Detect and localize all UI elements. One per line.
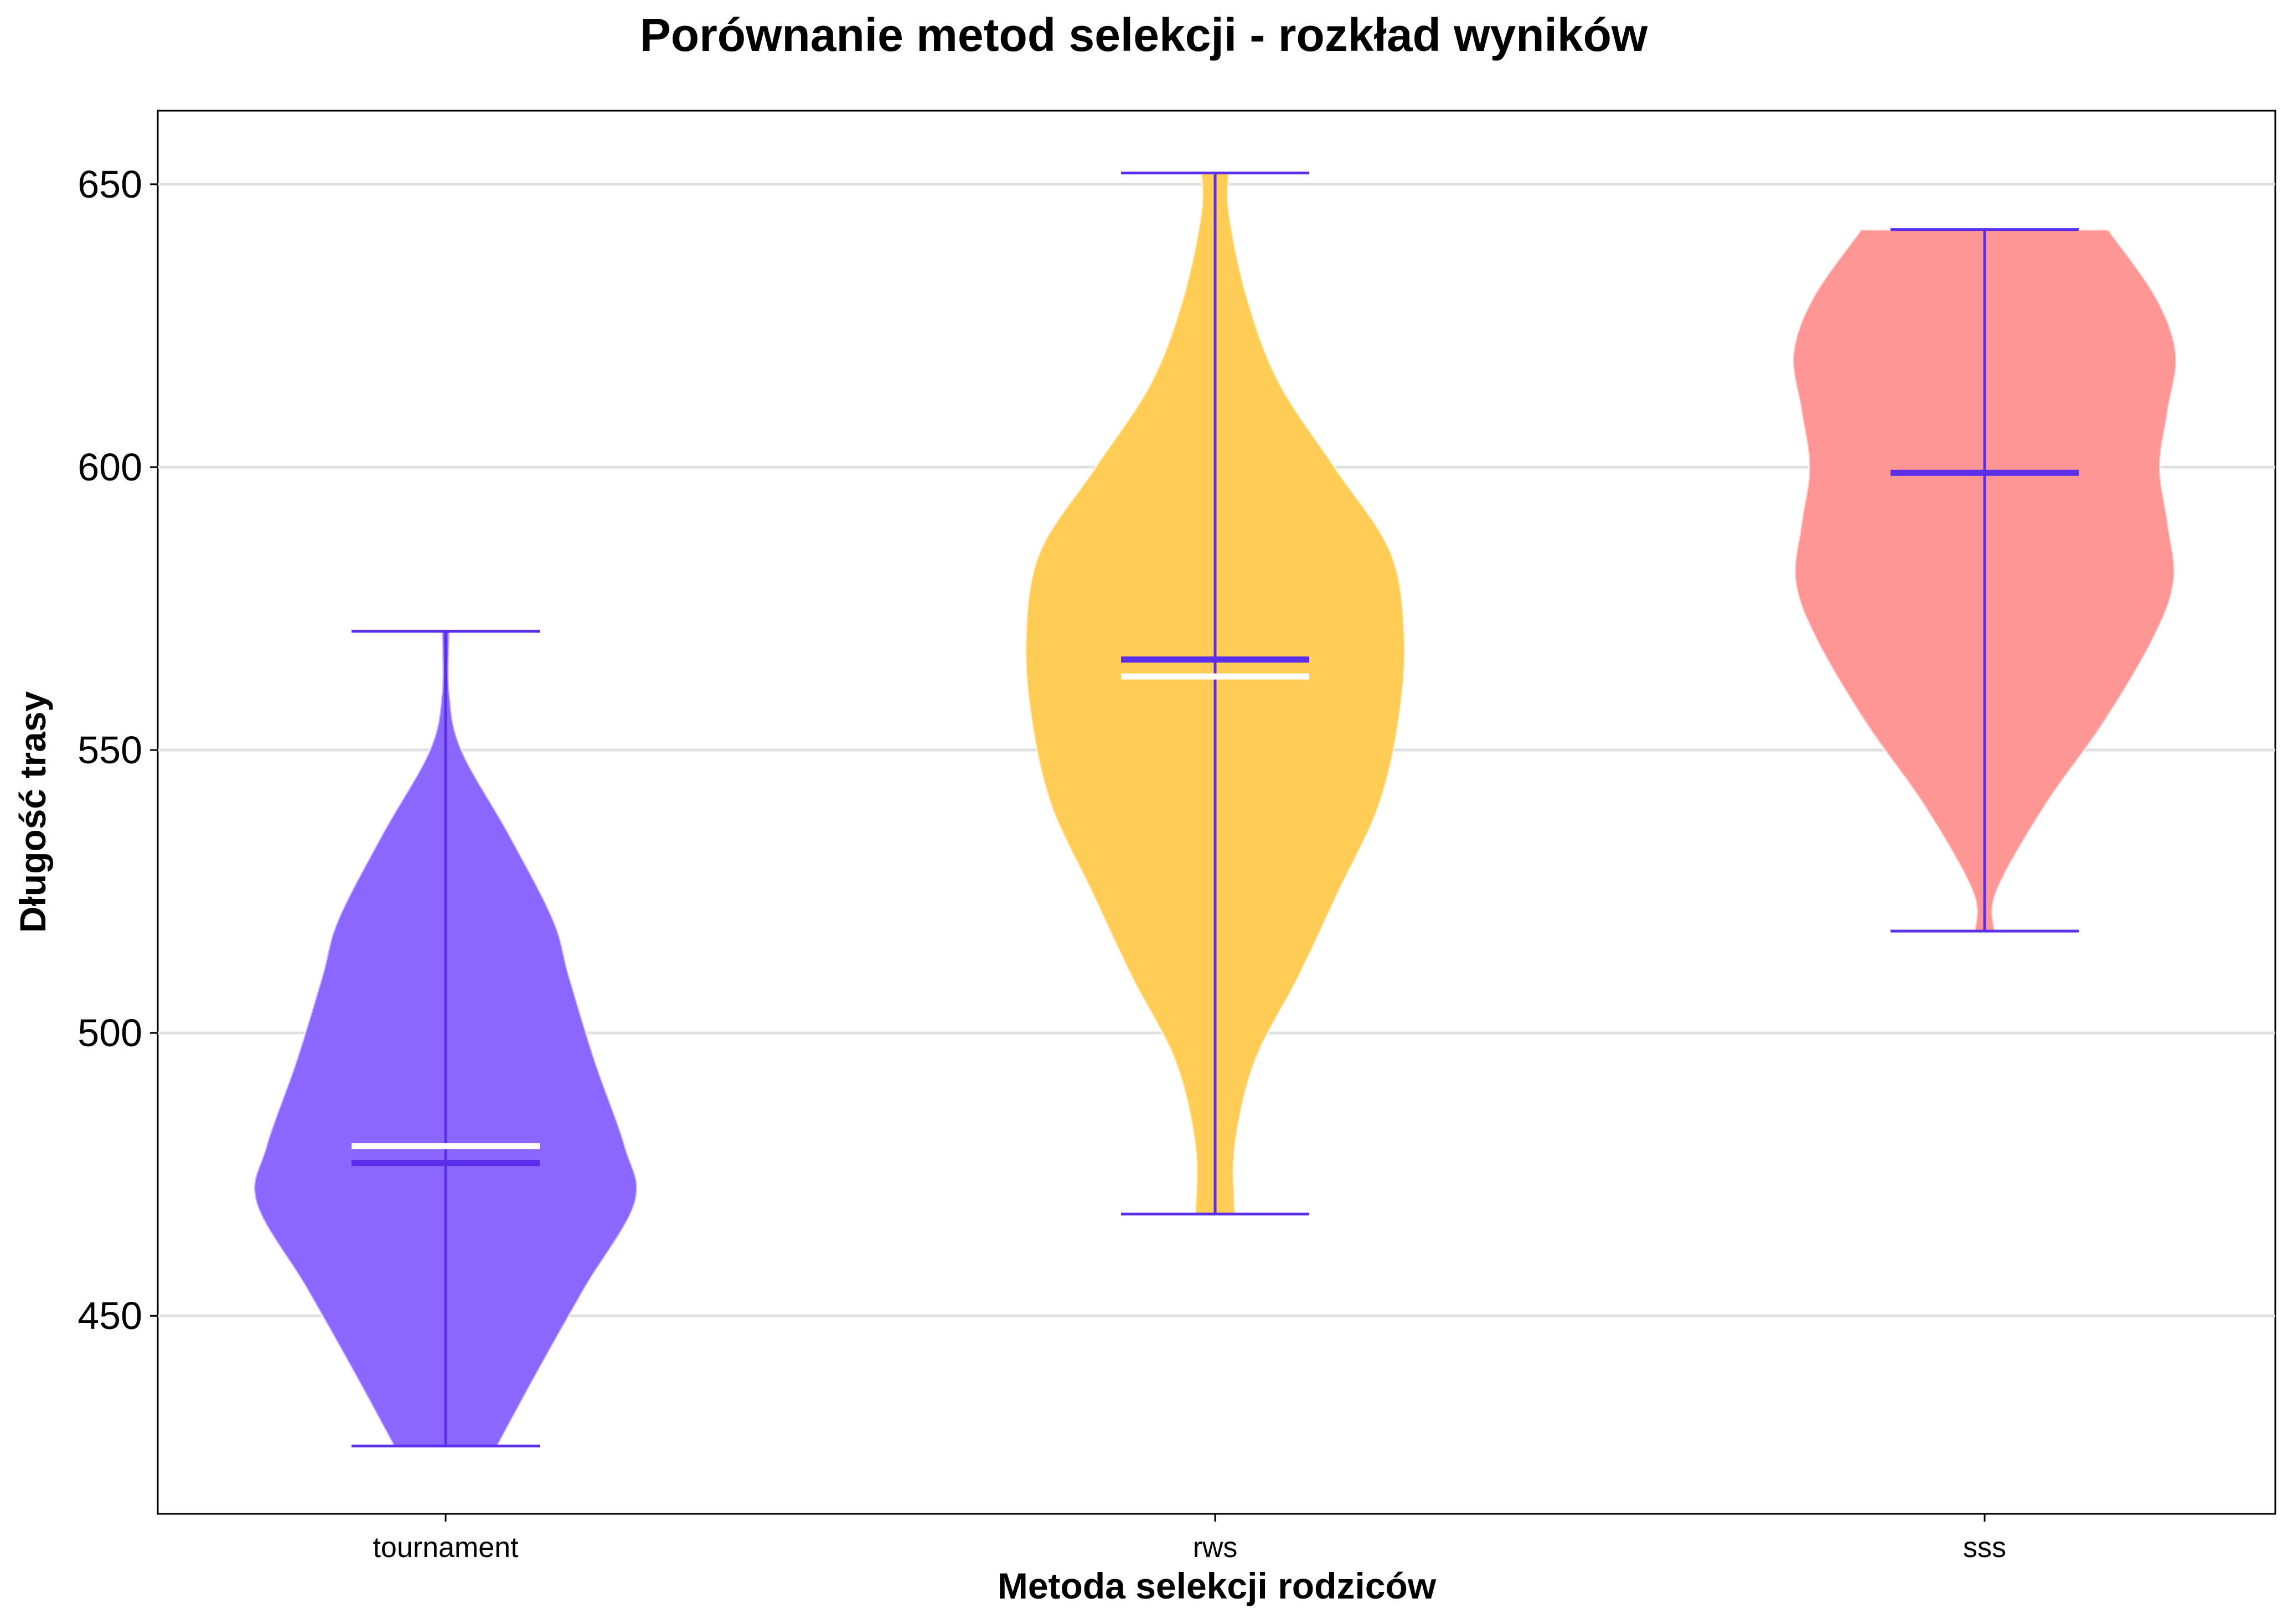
chart-title: Porównanie metod selekcji - rozkład wyni… [640,9,1648,61]
y-tick-label: 450 [78,1294,142,1337]
violin-rws [1024,171,1406,1216]
violin-tournament [253,629,638,1447]
violin-sss [1791,228,2178,933]
x-tick-label: tournament [373,1532,519,1564]
violins [253,171,2178,1447]
y-tick-label: 600 [78,446,142,489]
x-axis-label: Metoda selekcji rodziców [998,1565,1437,1606]
y-axis-ticks: 450 500 550 600 650 [78,163,158,1337]
y-tick-label: 550 [78,728,142,772]
x-tick-label: rws [1193,1532,1238,1564]
y-tick-label: 500 [78,1011,142,1054]
y-tick-label: 650 [78,163,142,206]
y-axis-label: Długość trasy [12,691,53,933]
x-axis-ticks: tournament rws sss [373,1514,2006,1564]
plot-area [157,110,2276,1515]
x-tick-label: sss [1963,1532,2006,1564]
